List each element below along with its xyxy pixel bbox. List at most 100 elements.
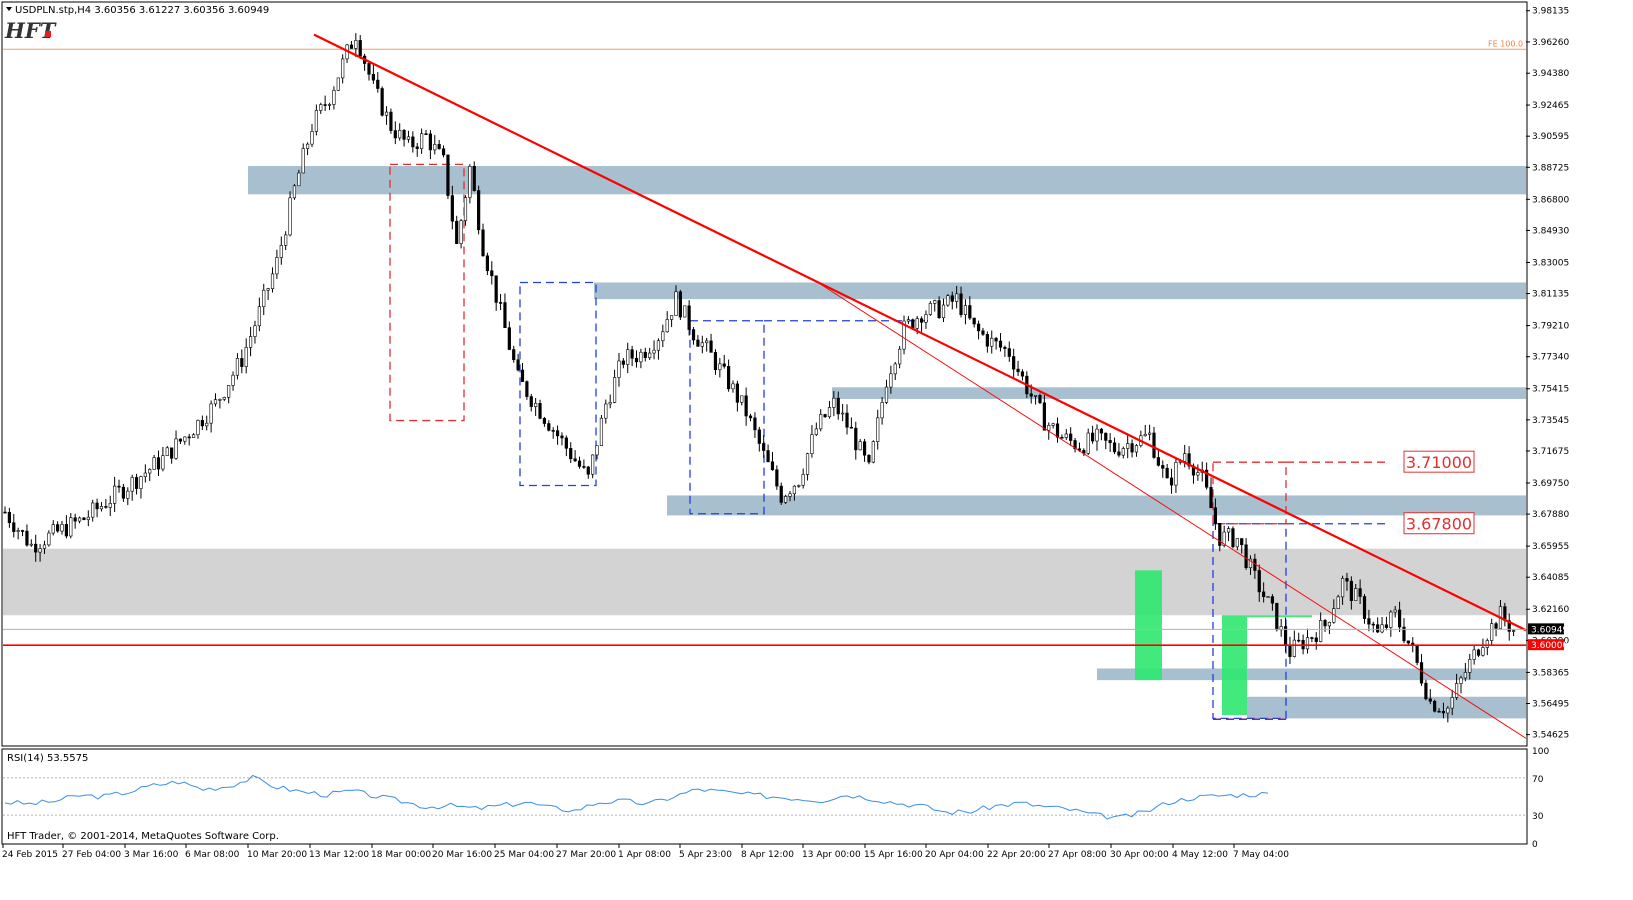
candle-body <box>1262 591 1266 598</box>
candle-body <box>963 305 968 315</box>
candle-body <box>1327 621 1332 627</box>
candle-body <box>51 524 55 534</box>
candle-body <box>270 273 275 289</box>
candle-body <box>152 457 156 470</box>
candle-body <box>1231 528 1235 548</box>
price-callout-label: 3.67800 <box>1406 515 1472 534</box>
candle-body <box>744 395 748 417</box>
candle-body <box>770 461 775 471</box>
time-tick-label: 13 Mar 12:00 <box>309 850 369 860</box>
candle-body <box>1481 647 1485 656</box>
resistance-zone <box>667 495 1526 516</box>
candle-body <box>972 317 976 325</box>
candle-body <box>643 351 647 358</box>
candle-body <box>477 190 481 231</box>
price-tick-label: 3.75415 <box>1532 385 1569 395</box>
candle-body <box>1371 623 1375 626</box>
candle-body <box>1240 538 1244 546</box>
candle-body <box>700 342 704 347</box>
resistance-zone <box>248 166 1526 195</box>
price-tick-label: 3.69750 <box>1532 479 1569 489</box>
candle-body <box>1270 596 1275 604</box>
candle-body <box>170 447 174 459</box>
candle-body <box>503 302 507 328</box>
time-tick-label: 15 Apr 16:00 <box>864 850 923 860</box>
candle-body <box>1358 588 1362 597</box>
candle-body <box>959 293 963 315</box>
candle-body <box>1419 662 1424 684</box>
candle-body <box>20 530 25 532</box>
price-tick-label: 3.77340 <box>1532 353 1569 363</box>
hft-logo: HFT <box>4 18 57 43</box>
candle-body <box>60 524 64 532</box>
candle-body <box>490 270 494 277</box>
price-tick-label: 3.64085 <box>1532 573 1569 583</box>
candle-body <box>998 340 1003 348</box>
candle-body <box>832 397 836 408</box>
time-tick-label: 24 Feb 2015 <box>2 850 58 860</box>
candle-body <box>1169 477 1174 486</box>
price-tick-label: 3.65955 <box>1532 542 1569 552</box>
candle-body <box>915 318 919 329</box>
time-tick-label: 4 May 12:00 <box>1172 850 1228 860</box>
price-tick-label: 3.73545 <box>1532 416 1569 426</box>
candle-body <box>705 340 709 344</box>
candle-body <box>577 460 582 467</box>
candle-body <box>985 334 989 347</box>
green-zone-box <box>1135 570 1162 681</box>
candle-body <box>748 415 753 419</box>
candle-body <box>674 291 678 316</box>
candle-body <box>494 275 498 303</box>
candle-body <box>652 349 656 354</box>
candle-body <box>713 352 718 371</box>
candle-body <box>376 79 380 89</box>
candle-body <box>187 436 191 439</box>
rsi-level-label: 30 <box>1532 812 1544 822</box>
candle-body <box>178 438 183 442</box>
candle-body <box>82 517 86 521</box>
candle-body <box>902 320 906 350</box>
candle-body <box>371 73 375 81</box>
logo-dot <box>45 31 51 37</box>
candle-body <box>1428 698 1432 702</box>
price-tick-label: 3.62160 <box>1532 605 1569 615</box>
candle-body <box>468 166 472 198</box>
candle-body <box>810 434 814 454</box>
candle-body <box>1003 346 1007 349</box>
candle-body <box>213 399 218 405</box>
candle-body <box>380 88 384 116</box>
candle-body <box>893 363 897 375</box>
candle-body <box>253 325 257 337</box>
candle-body <box>209 403 213 424</box>
candle-body <box>402 130 406 140</box>
time-axis: 24 Feb 2015 27 Feb 04:00 3 Mar 16:00 6 Mar … <box>2 844 1289 860</box>
time-tick-label: 20 Mar 16:00 <box>432 850 492 860</box>
candle-body <box>731 383 735 390</box>
candle-body <box>367 63 371 75</box>
candle-body <box>648 352 652 358</box>
gray-range-zone <box>3 548 1526 616</box>
fe-100-label: FE 100.0 <box>1488 39 1523 48</box>
candle-body <box>262 289 266 308</box>
candle-body <box>1376 624 1380 633</box>
candle-body <box>862 441 867 456</box>
price-tick-label: 3.84930 <box>1532 226 1569 236</box>
candle-body <box>722 363 726 367</box>
candle-body <box>1033 395 1038 397</box>
collapse-arrow-icon[interactable] <box>6 7 12 11</box>
candle-body <box>555 430 560 437</box>
price-tick-label: 3.92465 <box>1532 101 1569 111</box>
candle-body <box>240 358 244 367</box>
time-tick-label: 7 May 04:00 <box>1233 850 1289 860</box>
candle-body <box>884 386 889 403</box>
candle-body <box>91 502 95 518</box>
candle-body <box>174 438 178 459</box>
candle-body <box>1314 637 1318 642</box>
main-downtrend-line <box>313 33 1527 632</box>
candle-body <box>341 58 345 79</box>
copyright-text: HFT Trader, © 2001-2014, MetaQuotes Soft… <box>7 831 279 842</box>
candle-body <box>1012 356 1016 370</box>
candle-body <box>827 407 832 418</box>
price-tick-label: 3.98135 <box>1532 7 1569 17</box>
